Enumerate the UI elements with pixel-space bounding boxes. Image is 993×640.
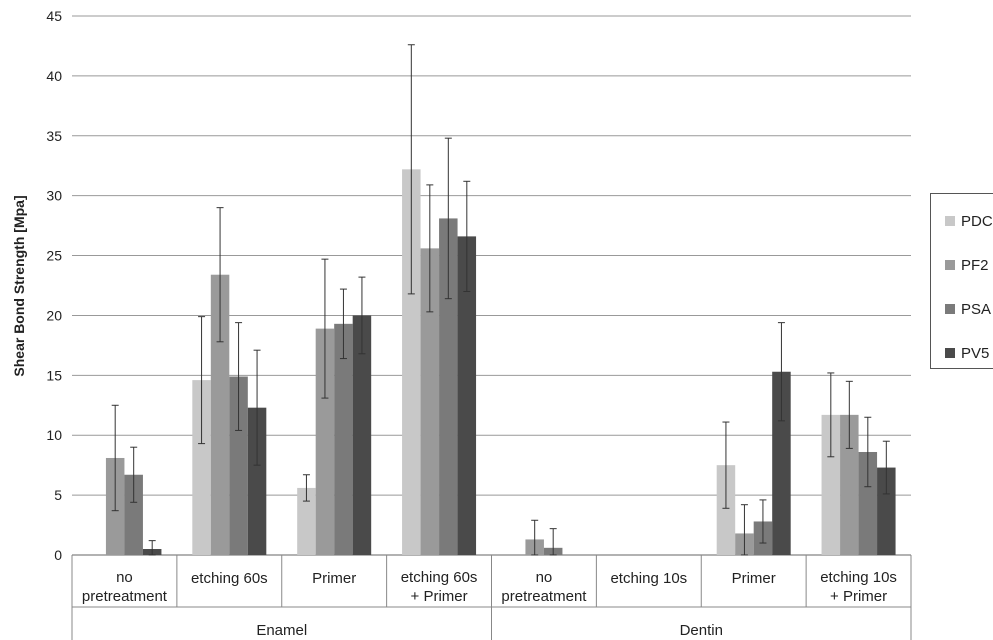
error-bar (426, 184, 434, 313)
legend: PDC PF2 PSA PV5 (930, 193, 993, 369)
error-bar (740, 504, 748, 556)
error-bar (722, 421, 730, 509)
error-bar (882, 440, 890, 495)
error-bar (302, 474, 310, 502)
y-tick-label: 0 (54, 547, 62, 563)
error-bar (845, 380, 853, 449)
error-bar (358, 276, 366, 355)
y-tick-label: 30 (46, 188, 62, 204)
category-label: Primer (732, 570, 776, 587)
y-tick-label: 45 (46, 8, 62, 24)
bar-pv5 (877, 467, 896, 555)
y-tick-labels: 0 5 10 15 20 25 30 35 40 45 (46, 8, 62, 563)
category-label: pretreatment (82, 588, 168, 605)
bar-pv5 (352, 315, 372, 555)
legend-swatch (945, 260, 955, 270)
bar-pdc (192, 380, 211, 555)
y-tick-label: 35 (46, 128, 62, 144)
error-bar (216, 207, 224, 343)
bar-pf2 (315, 328, 335, 555)
error-bar (549, 528, 557, 556)
category-label: etching 10s (610, 570, 687, 587)
y-tick-label: 25 (46, 248, 62, 264)
error-bar (827, 372, 835, 458)
bar-pf2 (420, 248, 440, 555)
bar-psa (124, 474, 143, 555)
legend-item-pdc: PDC (945, 211, 993, 231)
error-bar (463, 180, 471, 292)
category-label: pretreatment (501, 588, 587, 605)
bar-psa (229, 376, 248, 555)
y-tick-label: 10 (46, 427, 62, 443)
category-label: + Primer (411, 588, 468, 605)
legend-swatch (945, 304, 955, 314)
legend-label: PF2 (961, 256, 989, 274)
error-bar (339, 288, 347, 360)
bar-psa (858, 451, 878, 555)
group-label: Dentin (680, 622, 723, 639)
bar-psa (334, 323, 353, 555)
bar-pv5 (772, 371, 791, 555)
error-bar (759, 499, 767, 544)
legend-label: PDC (961, 212, 993, 230)
category-label: + Primer (830, 588, 887, 605)
error-bar (531, 519, 539, 556)
category-label: etching 60s (401, 569, 478, 586)
bar-pv5 (247, 407, 267, 555)
legend-label: PSA (961, 300, 992, 318)
error-bar (235, 322, 243, 431)
legend-label: PV5 (961, 344, 990, 362)
category-label: Primer (312, 570, 356, 587)
bar-pv5 (457, 236, 477, 555)
category-label: no (536, 569, 553, 586)
legend-item-pf2: PF2 (945, 255, 989, 275)
error-bar (111, 404, 119, 512)
bar-pdc (716, 465, 736, 555)
bar-pdc (297, 487, 316, 555)
y-axis-label: Shear Bond Strength [Mpa] (11, 195, 27, 376)
error-bar (444, 137, 452, 300)
legend-item-pv5: PV5 (945, 343, 989, 363)
error-bar (130, 446, 138, 503)
error-bar (864, 416, 872, 488)
error-bar (253, 349, 261, 466)
y-tick-label: 15 (46, 367, 62, 383)
category-label: no (116, 569, 133, 586)
category-axis: no pretreatment etching 60s Primer etching 6… (71, 555, 912, 640)
bar-pf2 (210, 274, 230, 555)
bar-psa (439, 218, 458, 555)
y-tick-label: 5 (54, 487, 62, 503)
y-tick-label: 20 (46, 307, 62, 323)
error-bars (111, 44, 890, 556)
legend-swatch (945, 348, 955, 358)
bar-pf2 (840, 414, 859, 555)
legend-item-psa: PSA (945, 299, 991, 319)
bar-pdc (402, 169, 421, 555)
bar-pdc (821, 414, 841, 555)
group-label: Enamel (256, 622, 307, 639)
bars (105, 169, 896, 555)
category-label: etching 60s (191, 570, 268, 587)
error-bar (777, 322, 785, 422)
legend-swatch (945, 216, 955, 226)
category-label: etching 10s (820, 569, 897, 586)
error-bar (321, 258, 329, 399)
y-tick-label: 40 (46, 68, 62, 84)
error-bar (148, 540, 156, 556)
error-bar (198, 316, 206, 445)
error-bar (407, 44, 415, 295)
